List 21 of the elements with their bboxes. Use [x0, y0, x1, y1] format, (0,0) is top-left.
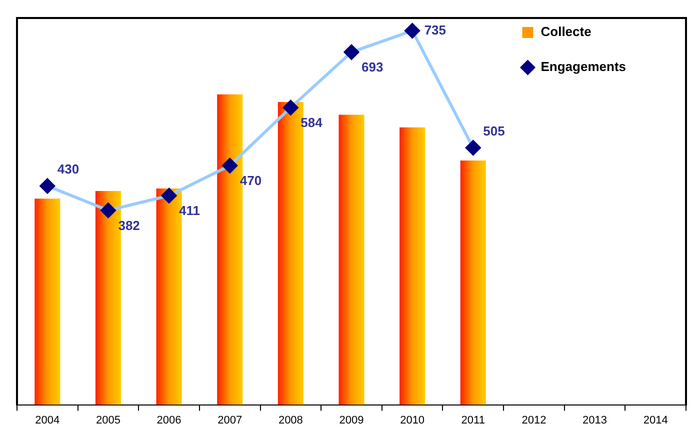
data-label: 505 [483, 123, 505, 138]
data-label: 693 [362, 60, 384, 75]
legend-label: Collecte [540, 24, 592, 40]
x-tick-label: 2006 [156, 414, 182, 426]
x-tick-label: 2007 [218, 414, 242, 426]
bar [338, 114, 364, 405]
x-tick-label: 2010 [400, 414, 425, 426]
x-tick-label: 2004 [35, 414, 60, 426]
legend-label: Engagements [540, 59, 626, 74]
x-tick-label: 2014 [643, 414, 668, 426]
bar [400, 127, 426, 405]
x-tick-label: 2005 [96, 414, 120, 426]
x-tick-label: 2012 [522, 414, 546, 426]
x-tick-label: 2008 [278, 414, 303, 426]
x-tick-label: 2011 [461, 414, 485, 426]
data-label: 430 [57, 162, 80, 177]
x-tick-label: 2009 [339, 414, 364, 426]
x-tick-label: 2013 [582, 414, 608, 426]
bar [460, 160, 486, 405]
bar [34, 198, 60, 405]
data-label: 735 [424, 22, 446, 38]
